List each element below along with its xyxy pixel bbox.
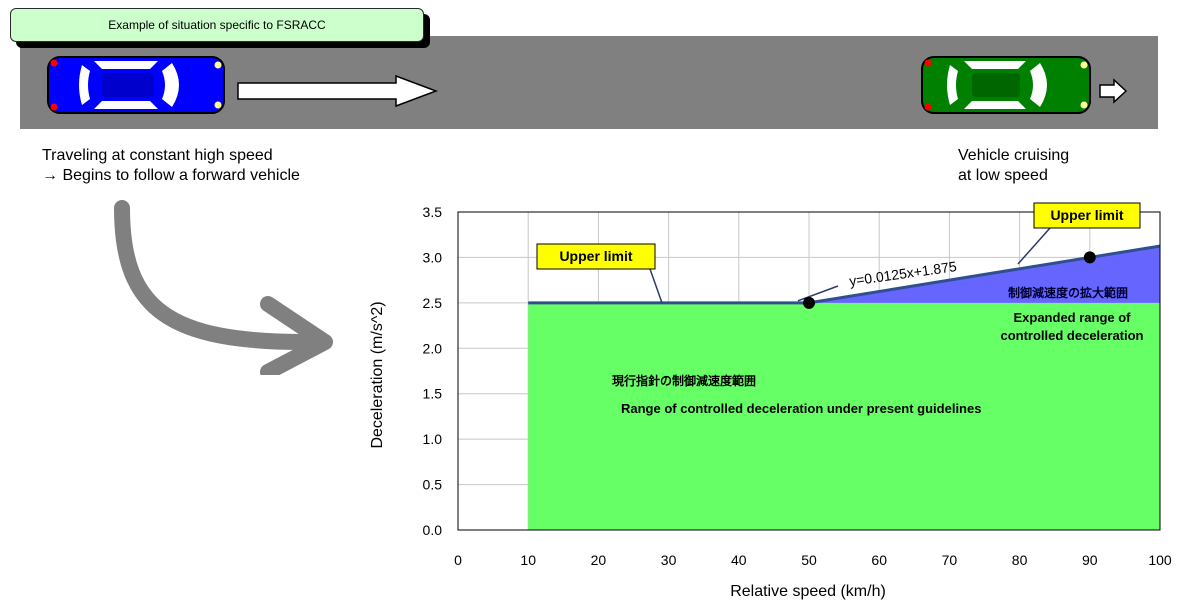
motion-arrow-icon	[237, 74, 439, 108]
data-point	[1083, 251, 1096, 264]
lead-car-icon	[921, 56, 1091, 114]
deceleration-chart: 0 10 20 30 40 50 60 70 80 90 100 0.0 0.5 1.0 1.5 2.0 2.5…	[369, 202, 1172, 600]
caption-left-line1: Traveling at constant high speed	[42, 147, 273, 164]
upper-limit-left-leader	[649, 268, 663, 304]
y-tick-label: 1.5	[423, 386, 443, 402]
x-tick-label: 40	[731, 552, 747, 568]
present-en-label: Range of controlled deceleration under p…	[621, 401, 981, 416]
host-car-icon	[47, 56, 225, 114]
y-tick-label: 3.5	[423, 204, 443, 220]
y-tick-label: 2.5	[423, 295, 443, 311]
small-arrow-icon	[1099, 78, 1128, 104]
y-tick-label: 0.0	[423, 522, 443, 538]
expanded-jp-label: 制御減速度の拡大範囲	[1008, 285, 1128, 300]
plot-frame	[457, 211, 1161, 531]
x-tick-label: 90	[1082, 552, 1098, 568]
curved-arrow-icon	[114, 200, 333, 375]
caption-right-line1: Vehicle cruising	[958, 147, 1070, 164]
upper-limit-right-box	[1033, 202, 1141, 229]
y-tick-label: 2.0	[423, 340, 443, 356]
upper-limit-left-label: Upper limit	[559, 248, 632, 264]
data-point	[803, 296, 815, 309]
x-axis-label: Relative speed (km/h)	[730, 583, 886, 600]
present-jp-label: 現行指針の制御減速度範囲	[612, 373, 756, 388]
equation-leader	[797, 285, 839, 302]
expanded-en-label-1: Expanded range of	[1013, 310, 1131, 325]
chart-points	[803, 251, 1096, 309]
x-tick-label: 100	[1148, 552, 1172, 568]
callout-label: Example of situation specific to FSRACC	[108, 18, 326, 32]
x-tick-label: 80	[1012, 552, 1028, 568]
scenario-callout: Example of situation specific to FSRACC	[10, 8, 424, 42]
chart-ticks: 0 10 20 30 40 50 60 70 80 90 100 0.0 0.5 1.0 1.5 2.0 2.5…	[423, 204, 1172, 568]
expanded-en-label-2: controlled deceleration	[1000, 328, 1143, 343]
caption-left-line2: → Begins to follow a forward vehicle	[42, 167, 300, 184]
x-tick-label: 70	[942, 552, 958, 568]
present-range-area	[528, 302, 1160, 530]
upper-limit-right-leader	[1017, 227, 1051, 265]
y-tick-label: 0.5	[423, 477, 443, 493]
x-tick-label: 60	[871, 552, 887, 568]
x-tick-label: 0	[454, 552, 462, 568]
x-tick-label: 30	[661, 552, 677, 568]
x-tick-label: 10	[520, 552, 536, 568]
x-tick-label: 20	[591, 552, 607, 568]
y-tick-label: 1.0	[423, 431, 443, 447]
x-tick-label: 50	[801, 552, 817, 568]
y-axis-label: Deceleration (m/s^2)	[369, 301, 386, 448]
y-tick-label: 3.0	[423, 249, 443, 265]
upper-limit-right-label: Upper limit	[1050, 207, 1123, 223]
upper-limit-left-box	[536, 243, 656, 270]
caption-right-line2: at low speed	[958, 167, 1048, 184]
